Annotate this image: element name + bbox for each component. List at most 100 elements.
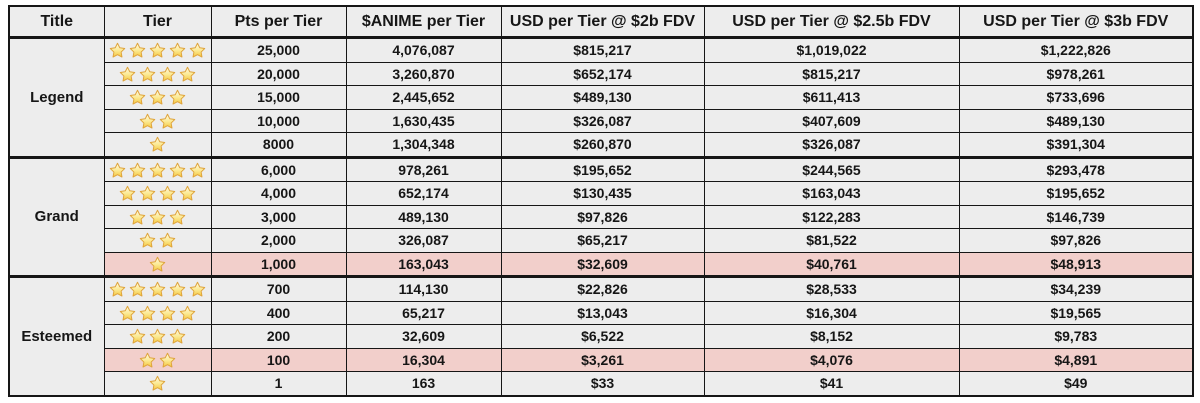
star-rating (149, 256, 166, 273)
cell-anime: 652,174 (345, 181, 502, 206)
cell-usd-2b: $65,217 (500, 228, 705, 253)
cell-usd-2b: $326,087 (500, 108, 705, 133)
star-icon (129, 328, 146, 344)
cell-anime: 114,130 (345, 275, 502, 302)
star-icon (149, 162, 166, 178)
cell-usd-2-5b: $1,019,022 (703, 36, 960, 63)
cell-usd-2b: $195,652 (500, 155, 705, 182)
star-icon (159, 232, 176, 248)
header-usd-2-5b: USD per Tier @ $2.5b FDV (703, 5, 960, 39)
cell-anime: 978,261 (345, 155, 502, 182)
star-icon (109, 162, 126, 178)
cell-pts: 400 (210, 300, 347, 325)
star-icon (169, 328, 186, 344)
table-row: Esteemed 700 114,130 $22,826 $28,533 $34… (8, 275, 1194, 396)
star-rating (109, 42, 206, 59)
star-icon (159, 66, 176, 82)
star-icon (169, 42, 186, 58)
star-icon (129, 209, 146, 225)
group-title-legend: Legend (8, 36, 105, 158)
cell-tier (103, 155, 212, 182)
star-rating (139, 352, 176, 369)
cell-pts: 4,000 (210, 181, 347, 206)
cell-anime: 32,609 (345, 324, 502, 349)
cell-usd-2-5b: $611,413 (703, 85, 960, 110)
cell-tier (103, 132, 212, 158)
star-icon (189, 281, 206, 297)
cell-anime: 4,076,087 (345, 36, 502, 63)
table-row: 2,000 326,087 $65,217 $81,522 $97,826 (9, 228, 1194, 253)
star-icon (149, 375, 166, 391)
cell-usd-2b: $32,609 (500, 251, 705, 277)
table-row: Legend 25,000 4,076,087 $815,217 $1,019,… (8, 36, 1194, 158)
cell-pts: 6,000 (210, 155, 347, 182)
star-icon (109, 281, 126, 297)
cell-usd-2-5b: $122,283 (703, 204, 960, 229)
cell-tier (103, 371, 212, 396)
star-rating (139, 232, 176, 249)
cell-pts: 700 (210, 275, 347, 302)
star-icon (149, 256, 166, 272)
star-icon (169, 89, 186, 105)
cell-usd-2-5b: $815,217 (703, 61, 960, 86)
cell-usd-2-5b: $8,152 (703, 324, 960, 349)
cell-usd-2-5b: $41 (703, 371, 960, 396)
cell-tier (103, 275, 212, 302)
cell-usd-2-5b: $407,609 (703, 108, 960, 133)
star-rating (139, 113, 176, 130)
cell-usd-2b: $6,522 (500, 324, 705, 349)
cell-usd-3b: $733,696 (958, 85, 1194, 110)
cell-usd-2b: $130,435 (500, 181, 705, 206)
cell-pts: 1,000 (210, 251, 347, 277)
table-row: 3,000 489,130 $97,826 $122,283 $146,739 (9, 204, 1194, 229)
star-icon (139, 185, 156, 201)
cell-pts: 100 (210, 347, 347, 372)
star-icon (159, 185, 176, 201)
star-rating (119, 185, 196, 202)
cell-usd-3b: $19,565 (958, 300, 1194, 325)
tier-table: Title Tier Pts per Tier $ANIME per Tier … (8, 5, 1194, 397)
star-icon (109, 42, 126, 58)
cell-anime: 163,043 (345, 251, 502, 277)
cell-usd-2b: $13,043 (500, 300, 705, 325)
cell-usd-2b: $22,826 (500, 275, 705, 302)
star-icon (129, 89, 146, 105)
cell-usd-3b: $9,783 (958, 324, 1194, 349)
star-icon (149, 42, 166, 58)
cell-pts: 2,000 (210, 228, 347, 253)
star-icon (169, 162, 186, 178)
cell-pts: 1 (210, 371, 347, 396)
cell-tier (103, 181, 212, 206)
cell-tier (103, 85, 212, 110)
cell-pts: 25,000 (210, 36, 347, 63)
table-row: 100 16,304 $3,261 $4,076 $4,891 (9, 347, 1194, 372)
star-rating (129, 89, 186, 106)
cell-usd-2-5b: $244,565 (703, 155, 960, 182)
cell-pts: 3,000 (210, 204, 347, 229)
cell-usd-2-5b: $163,043 (703, 181, 960, 206)
cell-pts: 20,000 (210, 61, 347, 86)
table-row: 400 65,217 $13,043 $16,304 $19,565 (9, 300, 1194, 325)
header-row: Title Tier Pts per Tier $ANIME per Tier … (8, 5, 1194, 39)
header-anime-per-tier: $ANIME per Tier (345, 5, 502, 39)
cell-usd-3b: $391,304 (958, 132, 1194, 158)
header-usd-3b: USD per Tier @ $3b FDV (958, 5, 1194, 39)
star-icon (189, 162, 206, 178)
cell-anime: 1,304,348 (345, 132, 502, 158)
cell-pts: 10,000 (210, 108, 347, 133)
star-icon (189, 42, 206, 58)
cell-usd-2-5b: $81,522 (703, 228, 960, 253)
cell-usd-2-5b: $326,087 (703, 132, 960, 158)
star-icon (149, 328, 166, 344)
cell-usd-3b: $49 (958, 371, 1194, 396)
cell-tier (103, 108, 212, 133)
cell-tier (103, 36, 212, 63)
star-icon (119, 185, 136, 201)
cell-usd-3b: $4,891 (958, 347, 1194, 372)
cell-usd-2b: $97,826 (500, 204, 705, 229)
cell-usd-2-5b: $40,761 (703, 251, 960, 277)
cell-usd-3b: $195,652 (958, 181, 1194, 206)
cell-usd-2b: $260,870 (500, 132, 705, 158)
star-icon (139, 113, 156, 129)
star-icon (179, 66, 196, 82)
